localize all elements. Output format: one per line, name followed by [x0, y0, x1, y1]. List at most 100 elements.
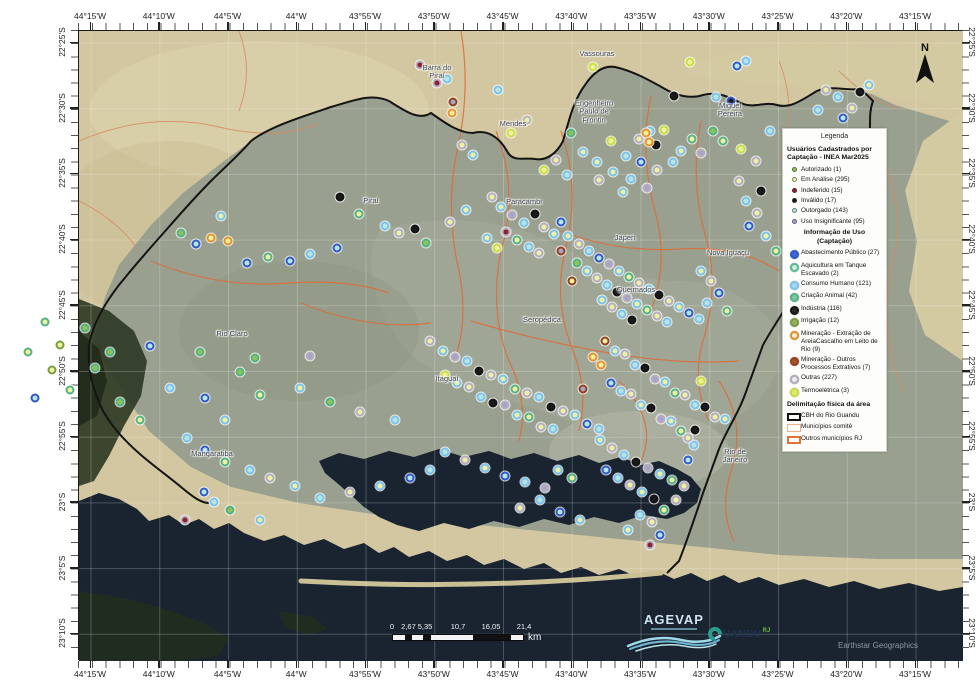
capture-point-marker: [476, 392, 486, 402]
capture-point-marker: [741, 196, 751, 206]
capture-point-marker: [40, 317, 50, 327]
lat-label-left: 23°10'S: [57, 618, 67, 649]
capture-point-marker: [524, 412, 534, 422]
capture-point-marker: [594, 253, 604, 263]
capture-point-marker: [553, 465, 563, 475]
legend-item-label: Outras (227): [801, 374, 837, 381]
capture-point-marker: [354, 209, 364, 219]
capture-point-marker: [220, 415, 230, 425]
capture-point-marker: [627, 315, 637, 325]
place-label: Miguel Pereira: [717, 100, 743, 118]
capture-point-marker: [655, 530, 665, 540]
capture-point-marker: [645, 540, 655, 550]
capture-point-marker: [696, 376, 706, 386]
major-tick: [364, 22, 366, 30]
lon-label-top: 44°W: [285, 11, 307, 21]
capture-point-marker: [290, 481, 300, 491]
capture-point-marker: [90, 363, 100, 373]
capture-point-marker: [242, 258, 252, 268]
scale-bar-numbers: 0 2,67 5,35 10,7 16,05 21,4: [390, 622, 552, 632]
capture-point-marker: [634, 134, 644, 144]
capture-point-marker: [696, 266, 706, 276]
capture-point-marker: [620, 349, 630, 359]
scale-bar-number: 5,35: [417, 622, 433, 631]
capture-point-marker: [65, 385, 75, 395]
lat-label-left: 22°30'S: [57, 92, 67, 123]
scale-bar-number: 2,67: [401, 622, 416, 631]
capture-point-marker: [405, 473, 415, 483]
capture-point-marker: [626, 174, 636, 184]
legend-swatch: [787, 176, 801, 183]
major-tick: [433, 660, 435, 668]
scale-bar-number: 10,7: [450, 622, 466, 631]
lon-label-bottom: 44°15'W: [74, 669, 106, 679]
capture-point-marker: [551, 155, 561, 165]
major-tick: [502, 660, 504, 668]
capture-point-marker: [540, 483, 550, 493]
capture-point-marker: [582, 419, 592, 429]
capture-point-marker: [608, 167, 618, 177]
capture-point-marker: [519, 218, 529, 228]
legend-panel: Legenda Usuários Cadastrados por Captaçã…: [782, 128, 887, 453]
capture-point-marker: [47, 365, 57, 375]
capture-point-marker: [614, 266, 624, 276]
major-tick: [639, 660, 641, 668]
capture-point-marker: [515, 503, 525, 513]
lon-label-top: 43°50'W: [417, 11, 450, 21]
capture-point-marker: [195, 347, 205, 357]
capture-point-marker: [594, 424, 604, 434]
capture-point-marker: [539, 165, 549, 175]
use-circle-icon: [789, 250, 799, 260]
capture-point-marker: [410, 224, 420, 234]
capture-point-marker: [438, 346, 448, 356]
lon-label-bottom: 43°50'W: [417, 669, 450, 679]
use-circle-icon: [789, 280, 799, 290]
scale-bar-number: 16,05: [481, 622, 501, 631]
legend-item: Aquicultura em Tanque Escavado (2): [787, 262, 882, 278]
status-dot-icon: [791, 187, 797, 193]
capture-point-marker: [263, 252, 273, 262]
capture-point-marker: [572, 258, 582, 268]
place-label: Itaguaí: [435, 373, 459, 383]
capture-point-marker: [305, 249, 315, 259]
capture-point-marker: [255, 390, 265, 400]
capture-point-marker: [714, 288, 724, 298]
capture-point-marker: [556, 217, 566, 227]
capture-point-marker: [440, 370, 450, 380]
capture-point-marker: [457, 140, 467, 150]
capture-point-marker: [468, 150, 478, 160]
capture-point-marker: [501, 227, 511, 237]
capture-point-marker: [690, 400, 700, 410]
lon-label-top: 43°55'W: [349, 11, 381, 21]
capture-point-marker: [654, 290, 664, 300]
legend-item: Mineração - Outros Processos Extrativos …: [787, 356, 882, 372]
capture-point-marker: [562, 170, 572, 180]
capture-point-marker: [718, 136, 728, 146]
capture-point-marker: [626, 389, 636, 399]
capture-point-marker: [464, 382, 474, 392]
capture-point-marker: [556, 246, 566, 256]
capture-point-marker: [563, 231, 573, 241]
major-tick: [70, 172, 78, 175]
capture-point-marker: [115, 397, 125, 407]
capture-point-marker: [176, 228, 186, 238]
capture-point-marker: [582, 266, 592, 276]
capture-point-marker: [380, 221, 390, 231]
capture-point-marker: [145, 341, 155, 351]
capture-point-marker: [687, 134, 697, 144]
capture-point-marker: [255, 515, 265, 525]
legend-item: Uso Insignificante (95): [787, 218, 882, 226]
capture-point-marker: [625, 480, 635, 490]
lon-label-bottom: 44°5'W: [213, 669, 242, 679]
capture-point-marker: [492, 243, 502, 253]
capture-point-marker: [646, 403, 656, 413]
capture-point-marker: [606, 378, 616, 388]
capture-point-marker: [756, 186, 766, 196]
capture-point-marker: [761, 231, 771, 241]
capture-point-marker: [771, 246, 781, 256]
capture-point-marker: [500, 471, 510, 481]
capture-point-marker: [752, 208, 762, 218]
capture-point-marker: [180, 515, 190, 525]
capture-point-marker: [507, 210, 517, 220]
capture-point-marker: [135, 415, 145, 425]
